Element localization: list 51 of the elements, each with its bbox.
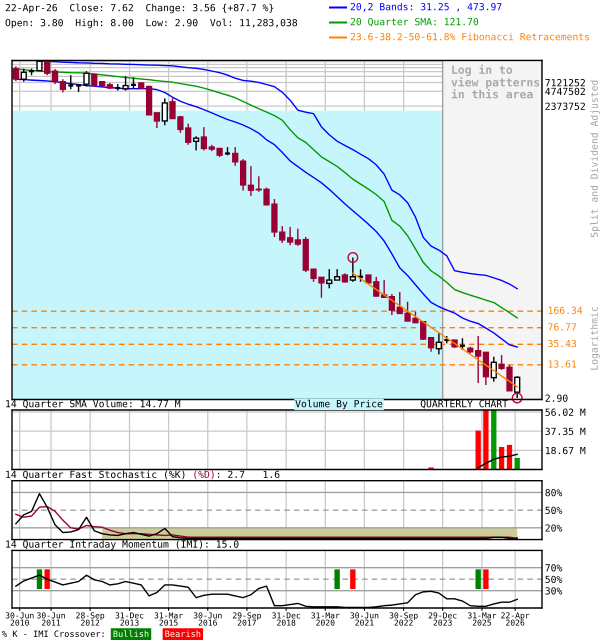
x-tick-label: 31-Dec 2013 <box>116 612 144 626</box>
x-tick-label: 31-Mar 2020 <box>311 612 340 626</box>
y-tick-label: 2.90 <box>546 394 568 402</box>
y-tick-label: 50% <box>545 576 562 584</box>
x-tick-label: 30-Jun 2010 <box>6 612 34 626</box>
chart-title: 14 Quarter Intraday Momentum (IMI): 15.0 <box>6 540 238 550</box>
text: Split and Dividend Adjusted <box>590 80 600 238</box>
y-tick-label: 20% <box>546 524 562 532</box>
y-tick-label: 2373752 <box>546 102 585 110</box>
y-tick-label: 7121252 <box>545 79 585 86</box>
text: Logarithmic <box>590 307 600 370</box>
x-tick-label: 30-Jun 2011 <box>37 612 65 626</box>
y-tick-label: 30% <box>545 587 562 595</box>
x-tick-label: 29-Dec 2023 <box>428 612 457 626</box>
text: (%K) <box>165 470 184 480</box>
y-tick-label: 56.02 M <box>545 408 586 416</box>
y-tick-label: 37.35 M <box>545 428 586 436</box>
text: (%D) <box>194 470 214 480</box>
text: Bullish <box>114 630 148 638</box>
legend-label: 20,2 Bands: 31.25 , 473.97 <box>350 2 502 12</box>
x-tick-label: 22-Apr 2026 <box>501 612 530 626</box>
text: 1.6 <box>264 470 280 478</box>
x-tick-label: 28-Sep 2012 <box>76 612 104 626</box>
legend-title: % K - IMI Crossover: <box>2 630 104 638</box>
chart-title: 14 Quarter SMA Volume: 14.77 M <box>6 400 180 408</box>
text: Bearish <box>165 630 200 638</box>
x-tick-label: 31-Mar 2025 <box>468 612 496 626</box>
band-label: Volume By Price <box>295 400 382 410</box>
y-tick-label: 80% <box>545 488 562 496</box>
y-tick-label: 4747502 <box>545 88 585 96</box>
y-tick-label: 70% <box>545 564 562 572</box>
ref-line-label: 13.61 <box>548 360 576 368</box>
ref-line-label: 76.77 <box>548 323 576 331</box>
legend-label: 20 Quarter SMA: 121.70 <box>350 18 478 26</box>
text: : 2.7 <box>218 470 244 478</box>
ref-line-label: 166.34 <box>548 306 582 314</box>
y-tick-label: 50% <box>545 506 562 514</box>
ref-line-label: 35.43 <box>548 340 576 348</box>
x-tick-label: 29-Sep 2017 <box>232 612 261 626</box>
text: QUARTERLY CHART <box>420 400 508 408</box>
y-tick-label: 18.67 M <box>546 446 586 454</box>
x-tick-label: 30-Sep 2022 <box>390 612 418 626</box>
x-tick-label: 31-Dec 2018 <box>272 612 300 626</box>
legend-label: 23.6-38.2-50-61.8% Fibonacci Retracements <box>350 32 590 40</box>
band-label: Log in to view patterns in this area <box>451 64 540 98</box>
x-tick-label: 30-Jun 2021 <box>350 612 378 626</box>
chart-title: 14 Quarter Fast Stochastic <box>6 470 156 480</box>
x-tick-label: 30-Jun 2016 <box>194 612 222 626</box>
x-tick-label: 31-Mar 2015 <box>154 612 183 626</box>
chart-subtitle: Open: 3.80 High: 8.00 Low: 2.90 Vol: 11,283,038 <box>6 18 298 28</box>
chart-title: 22-Apr-26 Close: 7.62 Change: 3.56 {+87.7 %} <box>6 4 274 14</box>
